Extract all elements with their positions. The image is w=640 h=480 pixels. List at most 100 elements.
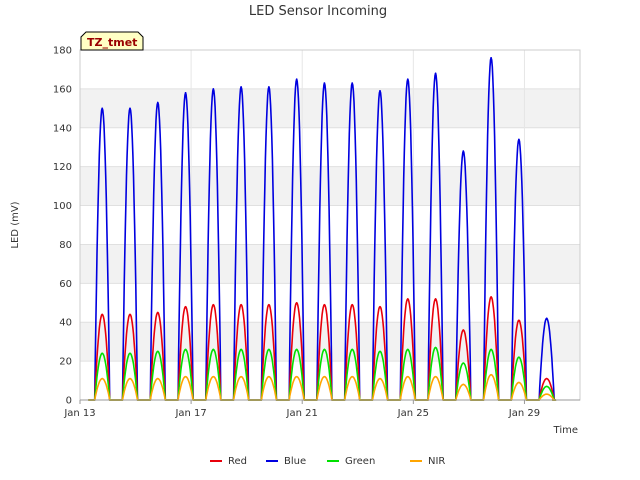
legend-label-green: Green xyxy=(345,456,375,467)
data-point-nir xyxy=(212,375,215,378)
data-point-blue xyxy=(434,72,437,75)
data-point-green xyxy=(101,352,104,355)
y-tick-label: 120 xyxy=(53,162,72,173)
y-tick-label: 0 xyxy=(66,396,72,407)
data-point-nir xyxy=(518,381,520,384)
x-axis-title: Time xyxy=(553,425,578,436)
data-point-red xyxy=(490,296,492,298)
data-point-blue xyxy=(156,101,159,104)
data-point-nir xyxy=(156,377,159,380)
legend-label-blue: Blue xyxy=(284,456,306,467)
data-point-blue xyxy=(295,78,298,80)
data-point-red xyxy=(351,303,354,306)
grid-band xyxy=(80,166,580,206)
data-point-blue xyxy=(351,82,354,84)
data-point-red xyxy=(212,303,215,306)
data-point-green xyxy=(323,348,326,351)
data-point-red xyxy=(129,313,131,316)
series-layer xyxy=(88,56,557,401)
data-point-blue xyxy=(490,56,492,59)
data-point-red xyxy=(323,303,326,306)
x-tick-label: Jan 29 xyxy=(508,408,540,419)
data-point-nir xyxy=(240,375,242,378)
data-point-blue xyxy=(323,82,326,84)
data-point-green xyxy=(212,348,215,351)
data-point-red xyxy=(101,313,104,316)
data-point-green xyxy=(268,348,270,351)
data-point-red xyxy=(184,305,187,308)
station-tag-box xyxy=(80,31,144,51)
data-point-green xyxy=(406,348,409,351)
x-axis-ticks: Jan 13 Jan 17 Jan 21 Jan 25 Jan 29 xyxy=(63,400,540,419)
grid-band xyxy=(80,88,580,128)
data-point-blue xyxy=(545,317,548,320)
data-point-red xyxy=(434,298,437,300)
y-tick-label: 80 xyxy=(59,240,72,251)
data-point-nir xyxy=(323,375,326,378)
data-point-blue xyxy=(406,78,409,80)
data-point-red xyxy=(545,377,548,380)
data-point-red xyxy=(240,303,242,306)
data-point-blue xyxy=(379,90,381,92)
data-point-green xyxy=(184,348,187,351)
data-point-green xyxy=(156,350,159,353)
data-point-nir xyxy=(295,375,298,378)
data-point-blue xyxy=(268,86,270,88)
axes xyxy=(79,49,581,401)
data-point-red xyxy=(462,329,465,331)
y-tick-label: 40 xyxy=(59,318,72,329)
data-point-red xyxy=(518,319,520,322)
data-point-nir xyxy=(129,377,131,380)
data-point-red xyxy=(406,298,409,300)
station-tag-label: TZ_tmet xyxy=(87,36,137,49)
station-tag: TZ_tmet xyxy=(80,31,144,51)
data-point-green xyxy=(295,348,298,351)
x-tick-label: Jan 17 xyxy=(174,408,206,419)
data-point-red xyxy=(156,311,159,314)
data-point-nir xyxy=(406,375,409,378)
chart-title: LED Sensor Incoming xyxy=(249,4,387,19)
data-point-nir xyxy=(434,375,437,378)
data-point-nir xyxy=(101,377,104,380)
y-axis-ticks: 0 20 40 60 80 100 120 140 160 180 xyxy=(53,46,72,407)
legend: Red Blue Green NIR xyxy=(210,456,445,467)
data-point-blue xyxy=(212,88,215,90)
data-point-blue xyxy=(518,138,520,141)
data-point-green xyxy=(379,350,381,353)
data-point-nir xyxy=(462,383,465,386)
y-tick-label: 180 xyxy=(53,46,72,57)
data-point-blue xyxy=(462,150,465,152)
data-point-nir xyxy=(490,373,492,376)
series-line-blue xyxy=(88,57,557,401)
data-point-red xyxy=(295,301,298,304)
data-point-blue xyxy=(101,107,104,110)
data-point-blue xyxy=(240,86,242,88)
y-axis-title: LED (mV) xyxy=(10,201,21,248)
x-tick-label: Jan 13 xyxy=(63,408,95,419)
y-tick-label: 140 xyxy=(53,123,72,134)
x-tick-label: Jan 25 xyxy=(397,408,429,419)
legend-label-red: Red xyxy=(228,456,247,467)
data-point-green xyxy=(434,346,437,349)
y-tick-label: 20 xyxy=(59,357,72,368)
y-tick-label: 60 xyxy=(59,279,72,290)
data-point-red xyxy=(379,305,381,308)
data-point-red xyxy=(268,303,270,306)
data-point-nir xyxy=(184,375,187,378)
data-point-nir xyxy=(351,375,354,378)
data-point-green xyxy=(490,348,492,351)
data-point-green xyxy=(240,348,242,351)
x-tick-label: Jan 21 xyxy=(286,408,318,419)
data-point-nir xyxy=(545,393,548,395)
legend-label-nir: NIR xyxy=(428,456,445,467)
data-point-blue xyxy=(129,107,131,110)
data-point-nir xyxy=(379,377,381,380)
y-tick-label: 100 xyxy=(53,201,72,212)
data-point-nir xyxy=(268,375,270,378)
data-point-green xyxy=(462,362,465,364)
data-point-blue xyxy=(184,91,187,94)
data-point-green xyxy=(518,356,520,359)
y-tick-label: 160 xyxy=(53,84,72,95)
data-point-green xyxy=(129,352,131,355)
